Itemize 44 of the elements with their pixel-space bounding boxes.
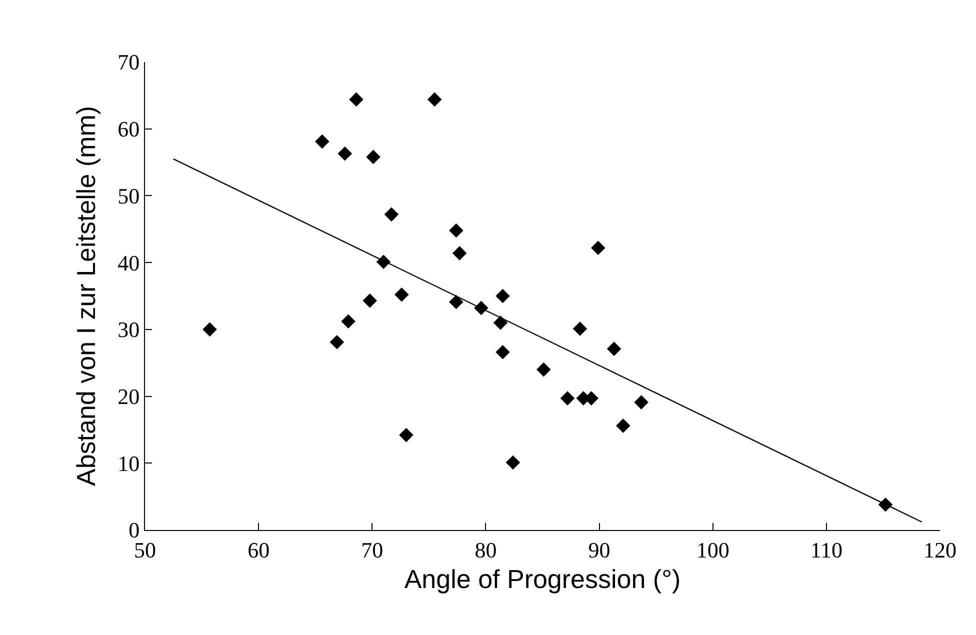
point (449, 294, 464, 310)
point (591, 240, 606, 256)
x-tick-label: 80 (474, 537, 497, 562)
point (536, 362, 551, 377)
x-tick-label: 70 (361, 537, 384, 562)
point (366, 150, 380, 164)
x-tick-label: 120 (924, 537, 956, 562)
point (634, 395, 648, 410)
point (616, 418, 630, 433)
y-axis-title: Abstand von I zur Leitstelle (mm) (71, 106, 101, 486)
y-tick-label: 70 (118, 50, 140, 75)
point (452, 246, 467, 260)
point (606, 342, 622, 356)
point (315, 134, 330, 149)
x-tick-label: 60 (248, 537, 270, 562)
y-tick-label: 30 (118, 317, 140, 342)
y-tick-label: 40 (118, 250, 140, 276)
point (341, 314, 356, 329)
y-tick-label: 10 (118, 450, 140, 476)
point (878, 497, 893, 512)
point (376, 254, 391, 270)
point (449, 223, 464, 238)
point (496, 345, 510, 360)
y-tick-label: 50 (118, 183, 140, 208)
point (330, 334, 344, 350)
point (560, 391, 575, 406)
point (384, 207, 399, 222)
x-axis-title: Angle of Progression (°) (404, 564, 681, 594)
point (349, 92, 364, 107)
y-tick-label: 60 (118, 116, 140, 142)
point (493, 316, 508, 330)
point (394, 288, 409, 302)
point (362, 294, 378, 308)
point (202, 322, 217, 337)
point (572, 322, 588, 336)
point (399, 428, 414, 442)
x-tick-label: 90 (588, 537, 610, 562)
point (338, 146, 352, 161)
y-tick-label: 20 (118, 384, 140, 409)
point (427, 92, 442, 107)
point (496, 288, 510, 304)
point (506, 455, 520, 470)
x-tick-label: 110 (810, 537, 843, 562)
x-tick-label: 100 (696, 537, 730, 562)
